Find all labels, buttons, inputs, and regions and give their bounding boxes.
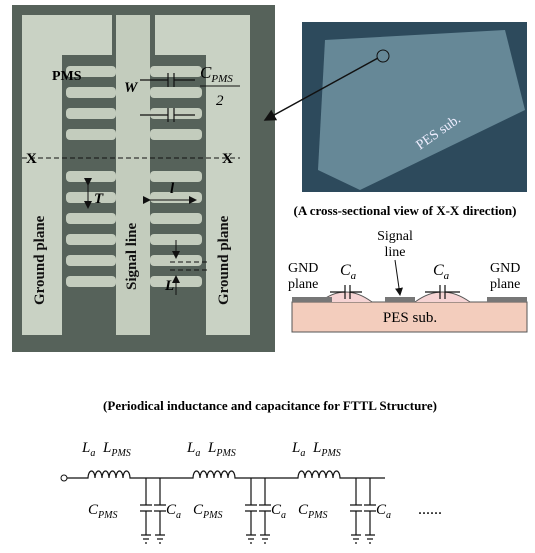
inductor-label: LPMS: [312, 440, 341, 459]
capacitor-label: CPMS: [298, 502, 327, 521]
signal-line-2: line: [385, 245, 406, 260]
inductor-label: LPMS: [207, 440, 236, 459]
signal-label: Signal line: [124, 223, 140, 290]
l-big-label: L: [164, 278, 174, 294]
capacitor-label: CPMS: [193, 502, 222, 521]
inductor-label: LPMS: [102, 440, 131, 459]
cap-right: Ca: [433, 262, 450, 282]
cross-section: (A cross-sectional view of X-X direction…: [288, 203, 527, 332]
gnd-right-1: GND: [490, 261, 520, 276]
inductor-label: La: [186, 440, 200, 459]
signal-line-1: Signal: [377, 229, 413, 244]
substrate-label: PES sub.: [383, 310, 437, 326]
w-label: W: [124, 80, 139, 96]
ground-left: Ground plane: [32, 215, 48, 305]
capacitor-label: Ca: [166, 502, 181, 521]
x-left: X: [26, 151, 37, 167]
t-label: T: [94, 191, 104, 207]
circuit-title: (Periodical inductance and capacitance f…: [103, 398, 437, 413]
circuit: (Periodical inductance and capacitance f…: [61, 398, 442, 543]
gnd-left-1: GND: [288, 261, 318, 276]
photo: PES sub.: [302, 22, 527, 192]
gnd-right-2: plane: [490, 277, 520, 292]
inductor-label: La: [81, 440, 95, 459]
gnd-left-2: plane: [288, 277, 318, 292]
ellipsis: ......: [418, 501, 442, 518]
pms-label: PMS: [52, 69, 82, 84]
capacitor-label: CPMS: [88, 502, 117, 521]
inductor-label: La: [291, 440, 305, 459]
figure: PMS W CPMS 2 X X T l L Ground plane Sign…: [0, 0, 535, 553]
ground-right: Ground plane: [216, 215, 232, 305]
x-right: X: [222, 151, 233, 167]
capacitor-label: Ca: [376, 502, 391, 521]
half-label: 2: [216, 93, 224, 109]
capacitor-label: Ca: [271, 502, 286, 521]
micrograph: PMS W CPMS 2 X X T l L Ground plane Sign…: [12, 5, 275, 352]
cross-caption: (A cross-sectional view of X-X direction…: [293, 203, 516, 218]
cap-left: Ca: [340, 262, 357, 282]
